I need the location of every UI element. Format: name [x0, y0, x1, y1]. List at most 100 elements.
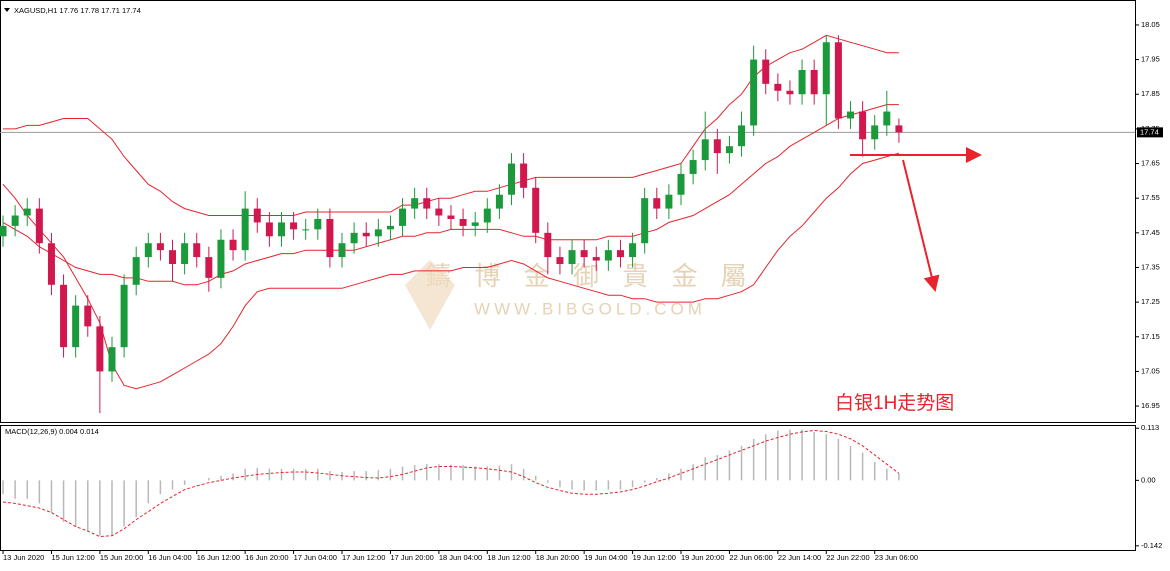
chart-title: XAGUSD,H1 17.76 17.78 17.71 17.74: [14, 6, 141, 15]
candle-body: [350, 232, 358, 244]
candle-body: [483, 208, 491, 223]
x-tick-label: 23 Jun 06:00: [875, 553, 918, 562]
y-tick-label: 17.55: [1141, 193, 1160, 202]
y-tick-label: 0.113: [1141, 423, 1159, 432]
candle-body: [641, 198, 649, 244]
y-tick-label: 17.15: [1141, 332, 1160, 341]
x-tick-label: 16 Jun 12:00: [197, 553, 240, 562]
macd-label: MACD(12,26,9) 0.004 0.014: [5, 427, 99, 436]
candle-body: [520, 163, 528, 188]
candle-body: [738, 125, 746, 147]
candle-body: [701, 139, 709, 161]
candle-body: [72, 305, 80, 348]
main-panel: [0, 0, 1136, 423]
x-tick-label: 17 Jun 12:00: [342, 553, 385, 562]
candle-body: [556, 257, 564, 265]
candle-body: [374, 229, 382, 237]
candle-body: [629, 243, 637, 258]
candle-body: [544, 232, 552, 258]
x-tick-label: 22 Jun 06:00: [729, 553, 772, 562]
candle-body: [35, 208, 43, 244]
candle-body: [689, 160, 697, 174]
candle-body: [459, 218, 467, 226]
candle-body: [725, 146, 733, 154]
candle-body: [423, 198, 431, 209]
candle-body: [96, 326, 104, 372]
y-tick-label: 16.95: [1141, 401, 1160, 410]
candle-body: [471, 222, 479, 226]
candle-body: [435, 208, 443, 216]
candle-body: [495, 194, 503, 209]
x-tick-label: 18 Jun 20:00: [536, 553, 579, 562]
arrow: [902, 159, 940, 292]
candle-body: [108, 347, 116, 372]
candle-body: [713, 139, 721, 154]
candle-body: [677, 173, 685, 195]
candle-body: [883, 111, 891, 126]
y-tick-label: 17.65: [1141, 159, 1160, 168]
bollinger-middle: [2, 104, 899, 286]
candle-body: [786, 90, 794, 95]
candle-body: [205, 257, 213, 278]
watermark-logo: [405, 260, 455, 330]
candle-body: [47, 243, 55, 285]
candle-body: [532, 187, 540, 233]
y-tick-label: 17.45: [1141, 228, 1160, 237]
candle-body: [277, 222, 285, 237]
candle-body: [156, 243, 164, 251]
title-arrow: [4, 8, 10, 12]
x-tick-label: 19 Jun 12:00: [633, 553, 676, 562]
x-tick-label: 15 Jun 20:00: [100, 553, 143, 562]
x-tick-label: 18 Jun 12:00: [487, 553, 530, 562]
macd-panel: [0, 425, 1136, 551]
y-tick-label: 17.05: [1141, 366, 1160, 375]
x-tick-label: 15 Jun 12:00: [51, 553, 94, 562]
y-tick-label: 17.95: [1141, 55, 1160, 64]
x-tick-label: 22 Jun 22:00: [826, 553, 869, 562]
candle-body: [762, 59, 770, 84]
candle-body: [568, 250, 576, 265]
annotation: 白银1H走势图: [835, 392, 954, 414]
candle-body: [144, 243, 152, 258]
x-tick-label: 19 Jun 04:00: [584, 553, 627, 562]
candle-body: [616, 250, 624, 258]
candle-body: [253, 208, 261, 223]
candle-body: [750, 59, 758, 126]
candle-body: [822, 42, 830, 95]
candle-body: [338, 243, 346, 258]
candle-body: [0, 225, 7, 237]
candle-body: [399, 208, 407, 226]
x-tick-label: 22 Jun 14:00: [778, 553, 821, 562]
candle-body: [447, 215, 455, 219]
candle-body: [217, 239, 225, 278]
watermark: 鑄 博 金 御 貴 金 屬: [425, 261, 754, 291]
macd-signal: [2, 429, 900, 538]
candle-body: [810, 69, 818, 95]
candle-body: [193, 243, 201, 258]
y-tick-label: 17.35: [1141, 262, 1160, 271]
candle-body: [241, 208, 249, 251]
candle-body: [314, 218, 322, 230]
x-tick-label: 17 Jun 20:00: [390, 553, 433, 562]
y-tick-label: 0.00: [1141, 475, 1156, 484]
candle-body: [798, 69, 806, 95]
x-tick-label: 19 Jun 20:00: [681, 553, 724, 562]
candle-body: [326, 218, 334, 258]
candle-body: [411, 198, 419, 209]
candle-body: [229, 239, 237, 251]
candle-body: [665, 194, 673, 209]
current-price-box: [1137, 127, 1163, 138]
x-tick-label: 13 Jun 2020: [3, 553, 44, 562]
watermark-url: WWW.BIBGOLD.COM: [474, 299, 706, 318]
x-tick-label: 18 Jun 04:00: [439, 553, 482, 562]
candle-body: [592, 257, 600, 261]
candle-body: [653, 198, 661, 209]
candle-body: [774, 83, 782, 91]
candle-body: [386, 225, 394, 230]
candle-body: [132, 257, 140, 285]
candle-body: [859, 111, 867, 140]
x-tick-label: 17 Jun 04:00: [294, 553, 337, 562]
candle-body: [580, 250, 588, 258]
candle-body: [290, 222, 298, 230]
